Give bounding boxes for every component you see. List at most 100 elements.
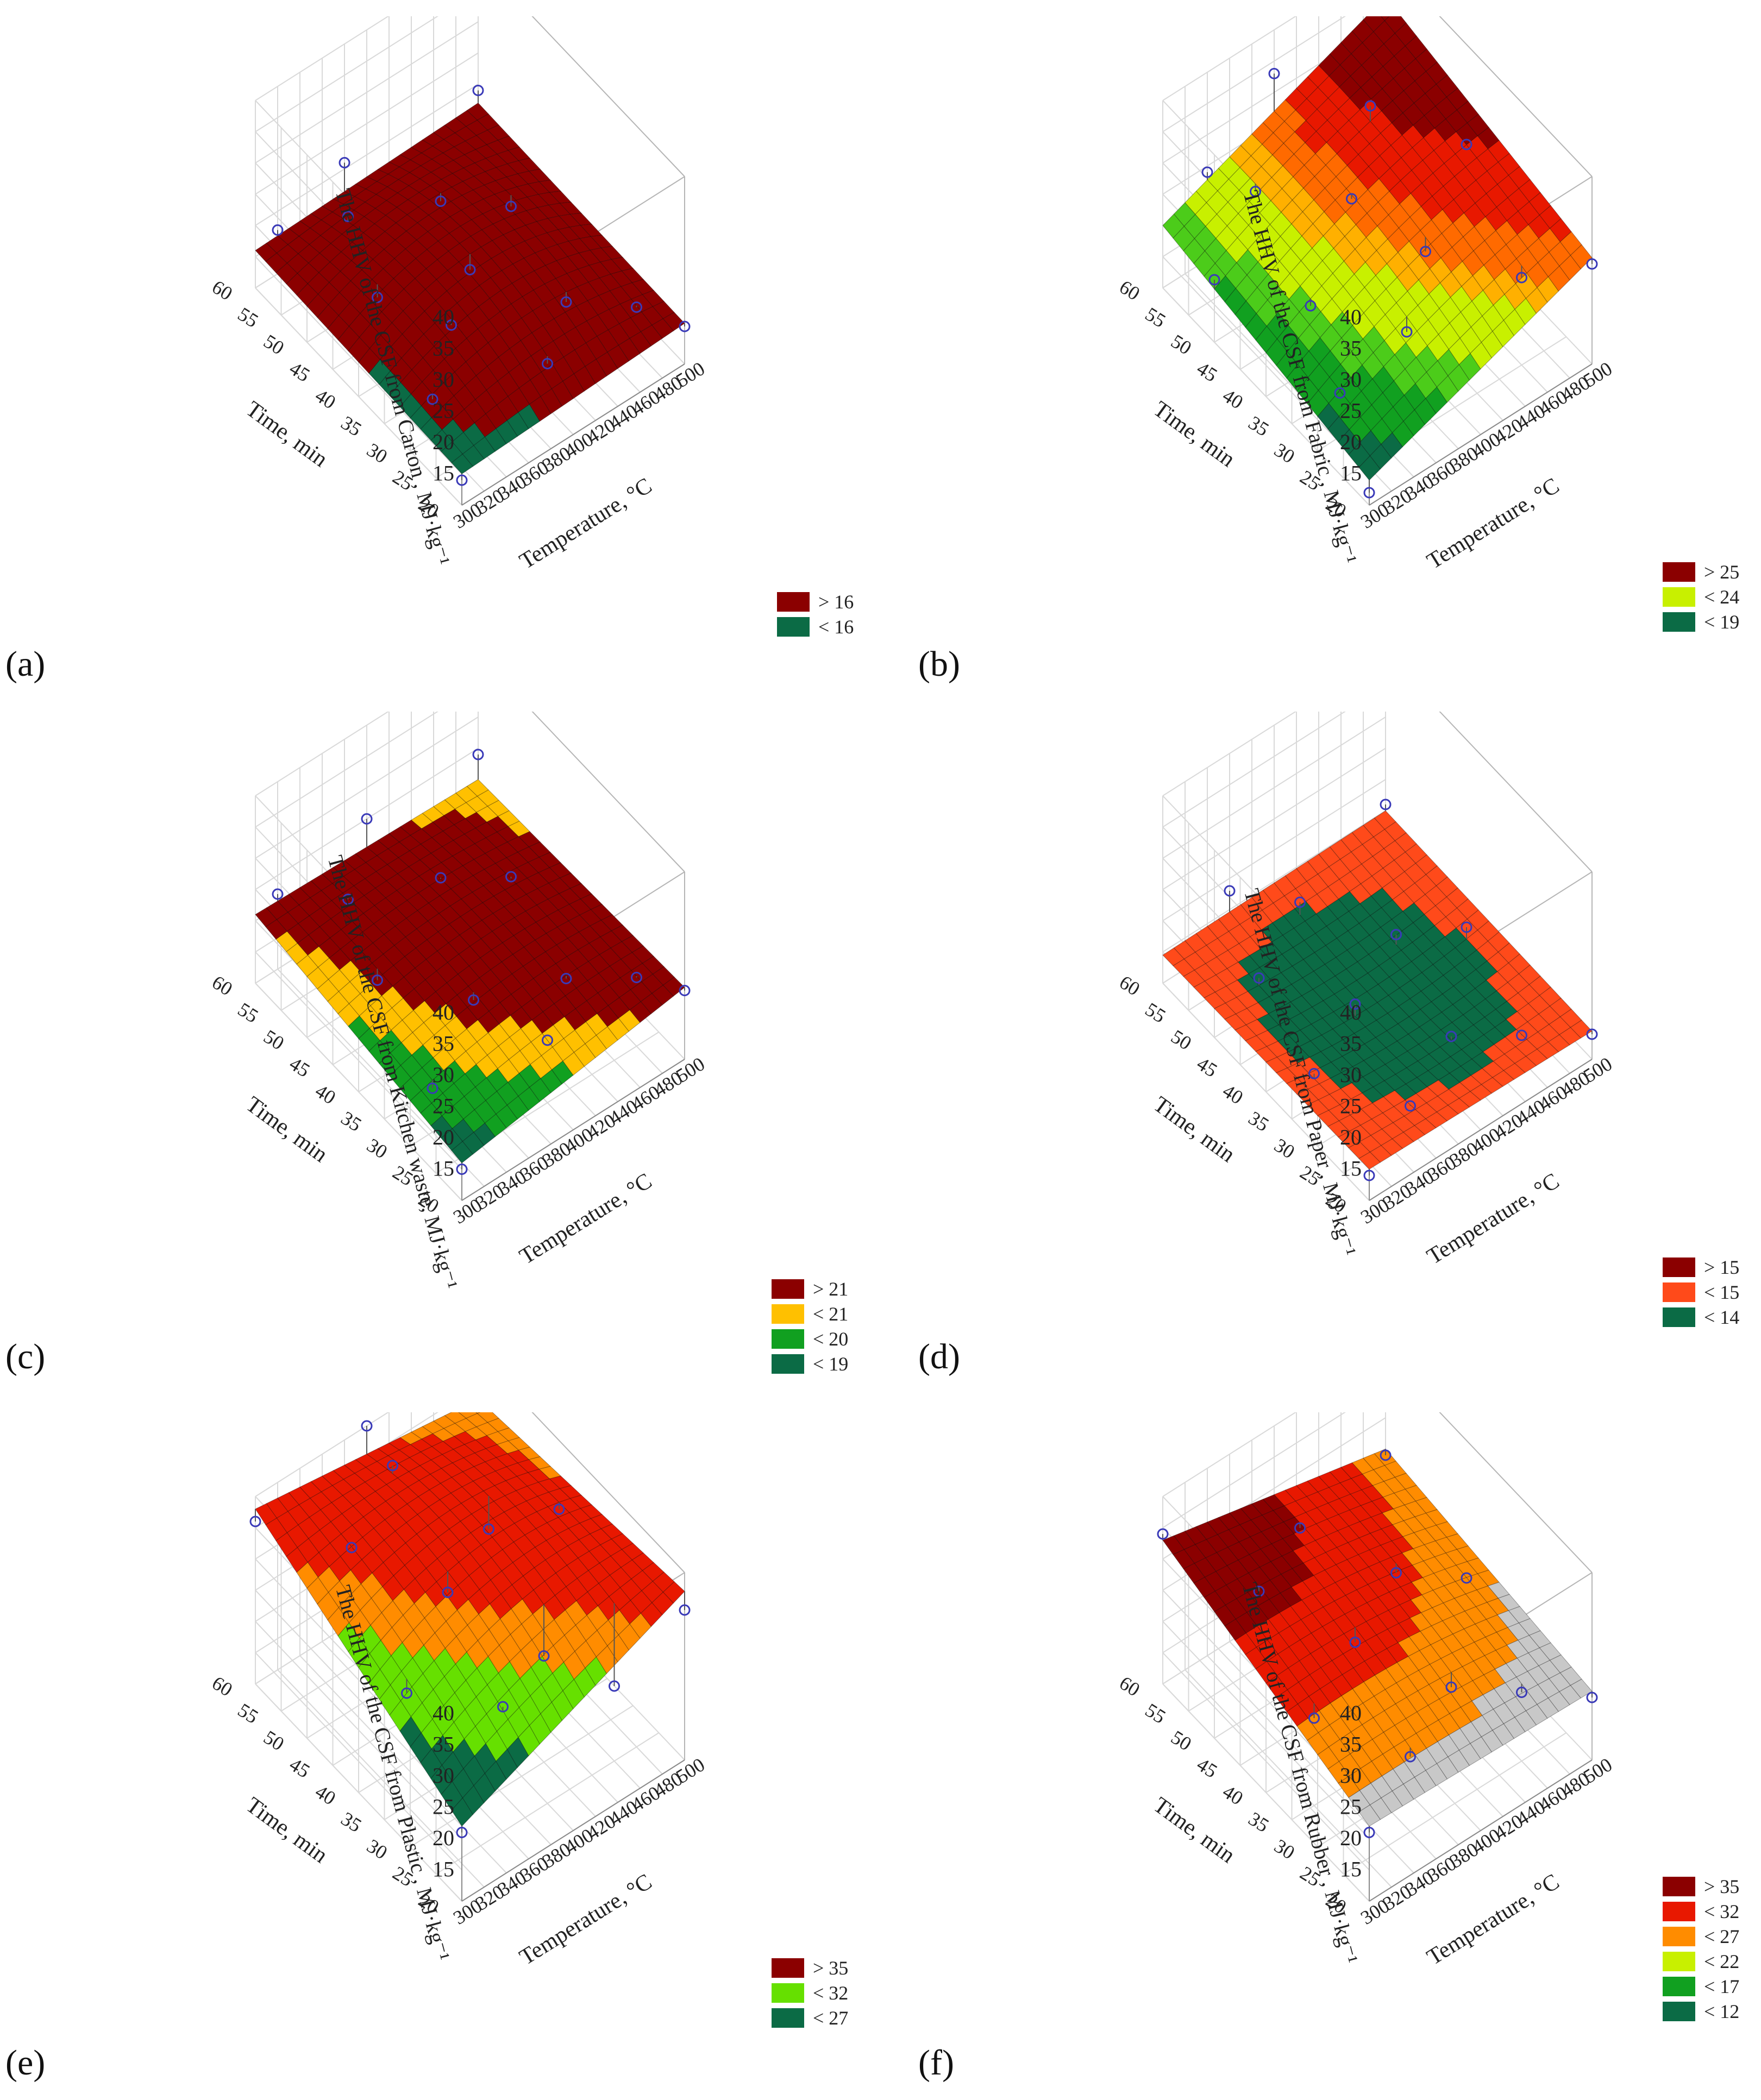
data-point [1461,921,1472,933]
data-point [464,264,476,275]
surface-cell [1497,1594,1520,1611]
box-edge [531,712,685,872]
data-point [272,224,284,236]
surface-plot-d: 1520253035403003203403603804004204404604… [1115,712,1616,1269]
z-tick-label: 15 [433,1156,454,1181]
legend-swatch [772,1983,804,2003]
data-point [372,974,383,986]
z-tick-label: 40 [433,1000,454,1024]
z-tick-label: 15 [433,1857,454,1882]
grid-line [1343,1732,1567,1875]
legend-swatch [1663,1258,1695,1277]
y-tick-label: 60 [1115,971,1144,1000]
chart-panel-c: 15 20 25 30 35 40 300 320 340 360 380 400 420 440 460 4… [82,712,886,1385]
data-point [472,85,484,96]
y-axis-title: Time, min [241,397,332,472]
data-point [1390,1567,1402,1579]
z-tick-label: 30 [433,367,454,392]
y-axis-title: Time, min [241,1092,332,1167]
data-points [1157,1449,1598,1838]
surface [255,779,685,1164]
y-tick-label: 45 [286,1753,314,1782]
data-point [631,972,642,983]
surface-plot-f: 1520253035403003203403603804004204404604… [1115,1412,1616,1970]
x-axis-title: Temperature, °C [1422,1168,1564,1269]
legend-item: < 32 [1663,1899,1739,1924]
data-point [456,1164,468,1175]
legend-swatch [1663,1952,1695,1971]
surface-cell [621,268,644,283]
data-point [1405,1751,1416,1763]
y-axis-title: Time, min [1149,397,1239,472]
surface-cell [1528,1630,1551,1649]
data-points [249,1420,691,1838]
data-point [249,1516,261,1527]
legend-item: < 17 [1663,1974,1739,1999]
legend-swatch [1663,612,1695,632]
legend-label: < 22 [1704,1951,1740,1972]
z-tick-label: 20 [1340,1826,1362,1850]
y-tick-label: 60 [208,276,236,305]
z-tick-label: 40 [433,305,454,329]
y-tick-label: 55 [234,303,262,332]
panel-label-c: (c) [5,1337,46,1376]
y-tick-label: 35 [337,412,366,441]
legend-item: < 12 [1663,1999,1739,2024]
data-point [497,1701,509,1713]
surface-cell [559,202,582,215]
data-point [1157,1528,1169,1540]
data-point [542,1034,553,1046]
y-tick-label: 30 [363,439,391,468]
surface-plot-a: 1520253035403003203403603804004204404604… [208,16,709,574]
y-tick-label: 40 [311,385,340,413]
data-point [505,200,517,212]
chart-panel-f: 15 20 25 30 35 40 300 320 340 360 380 400 420 440 460 4… [989,1412,1761,2086]
data-points [1201,68,1598,499]
chart-panel-e: 15 20 25 30 35 40 300 320 340 360 380 400 420 440 460 4… [82,1412,886,2086]
z-tick-label: 15 [1340,1156,1362,1181]
legend-label: > 35 [1704,1876,1740,1897]
surface-cell [1528,192,1551,216]
y-tick-label: 30 [363,1835,391,1864]
legend-swatch [772,1279,804,1299]
panel-label-f: (f) [918,2043,954,2083]
legend-item: > 16 [777,589,854,614]
box-edge [531,1412,685,1573]
legend-item: > 21 [772,1277,848,1302]
y-tick-label: 55 [1142,998,1170,1027]
legend-swatch [1663,1977,1695,1996]
axis-line [1369,1059,1593,1201]
data-point [1294,896,1306,908]
box-edge [1439,16,1593,177]
legend-item: > 25 [1663,559,1739,584]
data-point [342,211,354,222]
surface-cell [1549,218,1572,242]
legend-item: < 19 [772,1351,848,1376]
data-point [361,813,373,825]
data-point [679,1604,691,1616]
data-point [272,888,284,900]
z-tick-label: 20 [433,1125,454,1149]
legend-item: > 35 [772,1956,848,1980]
data-point [560,973,572,984]
surface [1162,16,1593,481]
y-axis-title: Time, min [1149,1793,1239,1868]
grid-line [435,1732,660,1875]
data-point [456,1827,468,1838]
data-point [1334,387,1346,399]
data-point [1461,1572,1472,1584]
data-point [1420,246,1431,257]
legend-item: < 32 [772,1980,848,2005]
y-tick-label: 55 [234,998,262,1027]
legend-swatch [1663,1927,1695,1946]
z-tick-label: 35 [433,1032,454,1056]
z-tick-label: 15 [433,461,454,486]
x-axis-title: Temperature, °C [515,1869,656,1970]
z-tick-label: 25 [1340,1795,1362,1819]
data-point [542,358,553,369]
data-point [387,1460,398,1472]
z-tick-label: 25 [433,1094,454,1118]
surface-cell [600,246,623,260]
y-tick-label: 40 [1219,1781,1247,1809]
z-tick-label: 35 [1340,1032,1362,1056]
